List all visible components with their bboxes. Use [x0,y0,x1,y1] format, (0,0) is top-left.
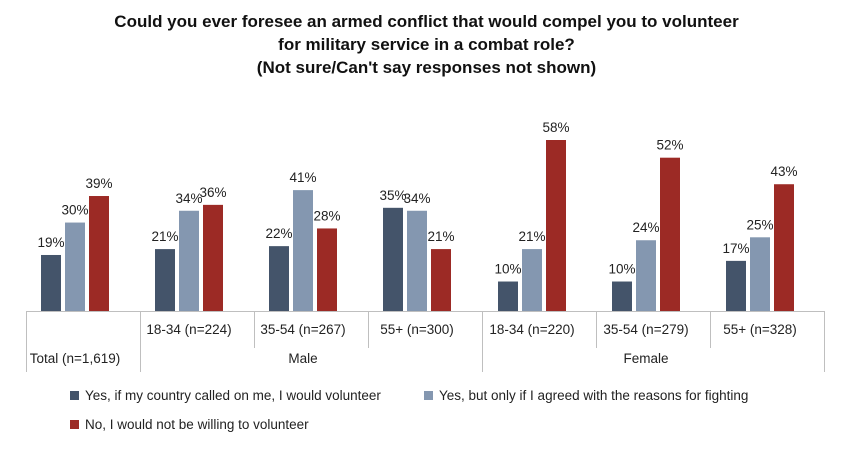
value-label-2-1: 30% [61,203,88,218]
bar-chart: 19%30%39%21%34%36%22%41%28%35%34%21%10%2… [26,120,825,372]
chart-title-line-1: Could you ever foresee an armed conflict… [114,12,739,31]
value-label-1-4: 35% [379,188,406,203]
category-label-5: 18-34 (n=220) [489,322,574,337]
bar-1-7 [726,260,746,311]
legend-swatch-series-2 [424,391,433,400]
bar-3-5 [546,140,566,311]
value-labels: 19%30%39%21%34%36%22%41%28%35%34%21%10%2… [37,120,797,277]
value-label-2-3: 41% [289,170,316,185]
bar-3-1 [89,196,109,311]
value-label-1-6: 10% [608,262,635,277]
value-label-3-1: 39% [85,176,112,191]
bar-marks [41,140,794,311]
bar-1-3 [269,246,289,311]
legend-item-series-2: Yes, but only if I agreed with the reaso… [424,388,748,403]
bar-1-1 [41,254,61,311]
value-label-3-5: 58% [542,120,569,135]
bar-2-7 [750,237,770,311]
bar-2-3 [293,190,313,311]
bar-3-6 [660,157,680,311]
bar-2-5 [522,249,542,311]
value-label-1-2: 21% [151,229,178,244]
bar-2-2 [179,210,199,311]
legend-label-series-2: Yes, but only if I agreed with the reaso… [439,388,749,403]
value-label-2-7: 25% [746,217,773,232]
value-label-1-7: 17% [722,241,749,256]
category-label-1: Total (n=1,619) [30,351,120,366]
bar-2-6 [636,240,656,311]
bar-2-1 [65,222,85,311]
chart-title-line-2: for military service in a combat role? [278,35,575,54]
value-label-2-6: 24% [632,220,659,235]
legend-label-series-3: No, I would not be willing to volunteer [85,417,309,432]
value-label-1-3: 22% [265,226,292,241]
value-label-3-4: 21% [427,229,454,244]
bar-1-2 [155,249,175,311]
value-label-1-5: 10% [494,262,521,277]
bar-2-4 [407,210,427,311]
legend-label-series-1: Yes, if my country called on me, I would… [85,388,381,403]
category-label-2: 18-34 (n=224) [146,322,231,337]
bar-1-6 [612,281,632,311]
bar-3-4 [431,249,451,311]
value-label-3-3: 28% [313,208,340,223]
category-label-3: 35-54 (n=267) [260,322,345,337]
category-axis: Total (n=1,619) 18-34 (n=224) 35-54 (n=267… [26,311,825,372]
value-label-2-5: 21% [518,229,545,244]
group-label-female: Female [623,351,668,366]
category-label-7: 55+ (n=328) [723,322,797,337]
legend-item-series-3: No, I would not be willing to volunteer [70,417,309,432]
value-label-3-2: 36% [199,185,226,200]
value-label-3-7: 43% [770,164,797,179]
value-label-1-1: 19% [37,235,64,250]
chart-subtitle: (Not sure/Can't say responses not shown) [256,58,597,77]
group-label-male: Male [288,351,317,366]
bar-3-2 [203,204,223,311]
legend-swatch-series-3 [70,420,79,429]
value-label-2-2: 34% [175,191,202,206]
category-label-4: 55+ (n=300) [380,322,454,337]
legend-item-series-1: Yes, if my country called on me, I would… [70,388,381,403]
bar-3-7 [774,184,794,311]
value-label-3-6: 52% [656,138,683,153]
category-label-6: 35-54 (n=279) [603,322,688,337]
legend-swatch-series-1 [70,391,79,400]
bar-1-5 [498,281,518,311]
value-label-2-4: 34% [403,191,430,206]
chart-title: Could you ever foresee an armed conflict… [0,10,853,79]
bar-1-4 [383,207,403,311]
bar-3-3 [317,228,337,311]
